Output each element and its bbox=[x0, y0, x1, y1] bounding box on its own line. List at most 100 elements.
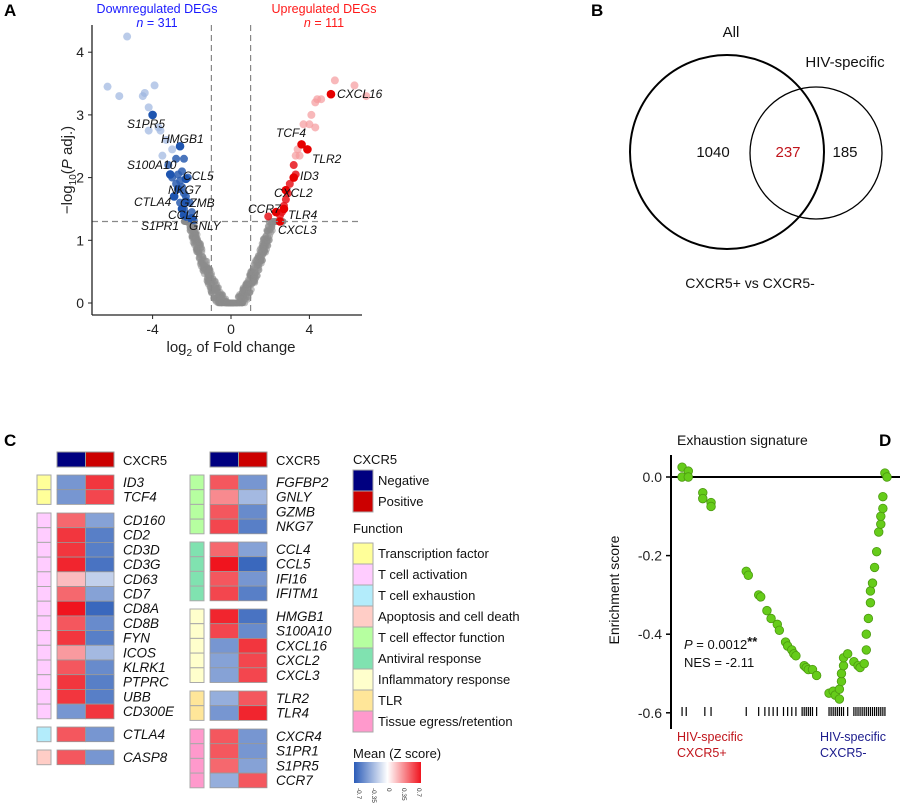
highlighted-gene-point bbox=[297, 140, 306, 149]
heatmap-cell-positive bbox=[238, 743, 268, 759]
y-tick-label: 3 bbox=[76, 107, 84, 123]
heatmap-cell-positive bbox=[238, 728, 268, 745]
legend-label-negative: Negative bbox=[378, 473, 429, 488]
enrichment-point bbox=[774, 625, 785, 635]
y-axis-label: −log10(P adj.) bbox=[59, 126, 79, 214]
heatmap-gene-label: TLR2 bbox=[276, 691, 310, 706]
legend-swatch-positive bbox=[352, 490, 374, 513]
x-tick-label: -4 bbox=[146, 321, 159, 337]
function-annotation-cell bbox=[36, 726, 52, 743]
function-annotation-cell bbox=[36, 749, 52, 766]
legend-cxcr5-title: CXCR5 bbox=[353, 452, 397, 467]
heatmap-gene-label: ICOS bbox=[123, 645, 156, 660]
heatmap-gene-label: KLRK1 bbox=[123, 660, 166, 675]
gene-label: TLR2 bbox=[312, 152, 342, 166]
enrichment-point bbox=[869, 562, 880, 573]
legend-function-title: Function bbox=[353, 521, 403, 536]
panel-label-d: D bbox=[879, 431, 891, 450]
p-value-text: = 0.0012 bbox=[693, 637, 748, 652]
heatmap-cell-negative bbox=[56, 542, 86, 558]
function-annotation-cell bbox=[189, 503, 205, 520]
ns-point bbox=[239, 286, 246, 293]
heatmap-cell-negative bbox=[209, 556, 239, 572]
highlighted-gene-point bbox=[271, 207, 281, 217]
heatmap-cell-positive bbox=[238, 690, 268, 707]
heatmap-cell-positive bbox=[238, 518, 268, 535]
enrichment-point bbox=[863, 613, 874, 624]
ns-point bbox=[243, 281, 251, 288]
heatmap-gene-label: TCF4 bbox=[123, 490, 157, 505]
heatmap-cell-positive bbox=[85, 474, 115, 491]
function-annotation-cell bbox=[36, 474, 52, 491]
right-group-line2: CXCR5- bbox=[820, 746, 867, 760]
gene-label: NKG7 bbox=[168, 183, 202, 197]
y-tick-label: -0.6 bbox=[638, 705, 662, 721]
up-point bbox=[305, 120, 314, 129]
cxcr5-positive-annotation bbox=[238, 451, 268, 468]
function-annotation-cell bbox=[36, 688, 52, 705]
heatmap-cell-positive bbox=[238, 489, 268, 505]
ns-point bbox=[253, 259, 261, 267]
heatmap-gene-label: CCR7 bbox=[276, 773, 313, 788]
heatmap-gene-label: CD300E bbox=[123, 704, 175, 719]
y-tick-label: 0.0 bbox=[643, 469, 663, 485]
enrichment-plot: Exhaustion signature 0.0 -0.2 -0.4 -0.6 Enr… bbox=[606, 432, 900, 760]
function-annotation-cell bbox=[36, 630, 52, 646]
enrichment-point bbox=[878, 491, 888, 502]
down-point bbox=[162, 135, 171, 144]
highlighted-gene-point bbox=[187, 214, 197, 223]
heatmap-cell-positive bbox=[85, 659, 115, 676]
colorbar-tick-label: 0.7 bbox=[415, 788, 422, 797]
enrichment-point bbox=[867, 578, 878, 588]
heatmap-cell-negative bbox=[209, 772, 239, 789]
legend-swatch-negative bbox=[352, 469, 374, 492]
heatmap-cell-negative bbox=[209, 518, 239, 535]
venn-only-all: 1040 bbox=[696, 144, 729, 161]
heatmap-cell-negative bbox=[56, 527, 86, 543]
gene-label: GZMB bbox=[180, 196, 215, 210]
ns-point bbox=[203, 257, 211, 265]
function-annotation-cell bbox=[36, 644, 52, 661]
heatmap-cell-negative bbox=[56, 571, 86, 587]
function-legend-swatch bbox=[352, 626, 374, 649]
down-point bbox=[158, 151, 167, 160]
function-annotation-cell bbox=[189, 608, 205, 625]
function-annotation-cell bbox=[189, 652, 205, 669]
heatmap-gene-label: CD160 bbox=[123, 513, 166, 528]
down-point bbox=[179, 189, 188, 198]
up-n-value: = 111 bbox=[311, 16, 344, 30]
heatmap-cell-positive bbox=[85, 689, 115, 705]
down-n-value: = 311 bbox=[143, 16, 177, 30]
heatmap-gene-label: CD8A bbox=[123, 601, 159, 616]
ns-point bbox=[244, 276, 252, 283]
function-annotation-cell bbox=[36, 541, 52, 558]
colorbar-tick-label: -0.35 bbox=[370, 788, 377, 803]
highlighted-gene-point bbox=[326, 89, 336, 99]
venn-circle-all bbox=[629, 54, 825, 250]
function-legend-swatch bbox=[352, 668, 374, 691]
gene-label: CXCL3 bbox=[278, 223, 317, 237]
heatmap-cell-positive bbox=[238, 608, 268, 625]
y-label-post: adj.) bbox=[59, 126, 76, 159]
highlighted-gene-point bbox=[279, 204, 289, 214]
function-annotation-cell bbox=[36, 512, 52, 529]
gene-label: CTLA4 bbox=[134, 195, 172, 209]
highlighted-gene-point bbox=[173, 184, 183, 194]
gene-label: CCL5 bbox=[183, 169, 214, 183]
function-annotation-cell bbox=[36, 586, 52, 602]
ns-point bbox=[240, 293, 247, 301]
function-legend-swatch bbox=[352, 689, 374, 712]
heatmap-cell-positive bbox=[238, 585, 268, 602]
enrichment-point bbox=[834, 684, 845, 694]
up-point bbox=[285, 179, 294, 188]
x-label-main: log bbox=[167, 339, 187, 356]
function-annotation-cell bbox=[36, 615, 52, 632]
ns-point bbox=[219, 291, 226, 298]
function-legend-label: TLR bbox=[378, 693, 403, 708]
heatmap-cell-positive bbox=[85, 527, 115, 543]
function-annotation-cell bbox=[189, 772, 205, 789]
up-point bbox=[295, 151, 304, 160]
heatmap-gene-label: CCL4 bbox=[276, 542, 311, 557]
up-title: Upregulated DEGs bbox=[272, 2, 377, 16]
heatmap-gene-label: CCL5 bbox=[276, 557, 311, 572]
